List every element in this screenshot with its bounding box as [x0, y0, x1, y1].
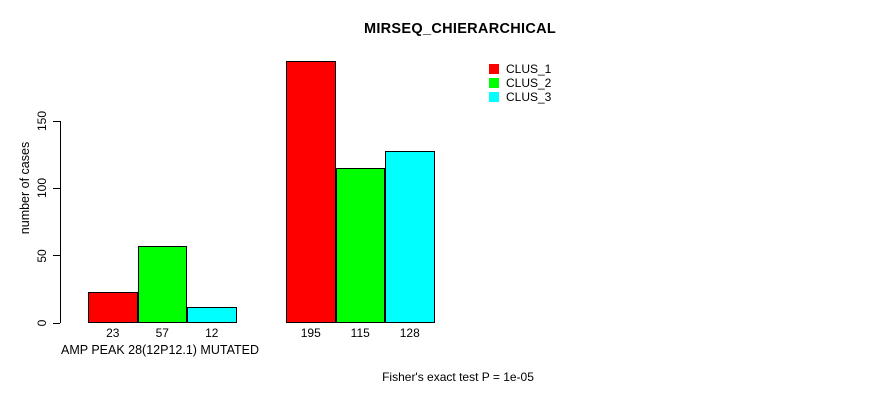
bar-value-label: 12 [205, 326, 219, 340]
annotation-pvalue: Fisher's exact test P = 1e-05 [382, 370, 534, 384]
y-tick-label: 0 [35, 319, 49, 327]
legend-item-clus-1: CLUS_1 [489, 62, 551, 76]
y-tick [53, 120, 60, 122]
bar-clus_1-group2 [286, 60, 336, 323]
y-tick [53, 187, 60, 189]
bar-value-label: 23 [106, 326, 120, 340]
legend-item-clus-3: CLUS_3 [489, 90, 551, 104]
y-tick-label: 100 [35, 178, 49, 199]
legend-swatch-clus-1 [489, 64, 499, 74]
y-tick [53, 322, 60, 324]
bar-clus_2-group1 [137, 246, 187, 323]
legend-label-clus-3: CLUS_3 [506, 90, 552, 104]
bar-value-label: 128 [399, 326, 420, 340]
y-axis-title: number of cases [18, 141, 32, 235]
y-tick-label: 50 [35, 249, 49, 263]
bar-clus_2-group2 [335, 168, 385, 323]
chart-title: MIRSEQ_CHIERARCHICAL [363, 21, 557, 37]
y-tick-label: 150 [35, 111, 49, 132]
x-group-label: AMP PEAK 28(12P12.1) MUTATED [61, 343, 259, 357]
bar-value-label: 115 [350, 326, 370, 340]
y-tick [53, 255, 60, 257]
bar-clus_1-group1 [88, 292, 138, 323]
legend-label-clus-1: CLUS_1 [506, 62, 552, 76]
legend-item-clus-2: CLUS_2 [489, 76, 551, 90]
legend: CLUS_1 CLUS_2 CLUS_3 [489, 62, 551, 104]
bar-value-label: 195 [300, 326, 321, 340]
legend-label-clus-2: CLUS_2 [506, 76, 552, 90]
bar-clus_3-group1 [187, 306, 237, 323]
y-axis-line [60, 121, 61, 323]
bar-clus_3-group2 [385, 150, 435, 323]
legend-swatch-clus-3 [489, 92, 499, 102]
legend-swatch-clus-2 [489, 78, 499, 88]
bar-value-label: 57 [155, 326, 169, 340]
